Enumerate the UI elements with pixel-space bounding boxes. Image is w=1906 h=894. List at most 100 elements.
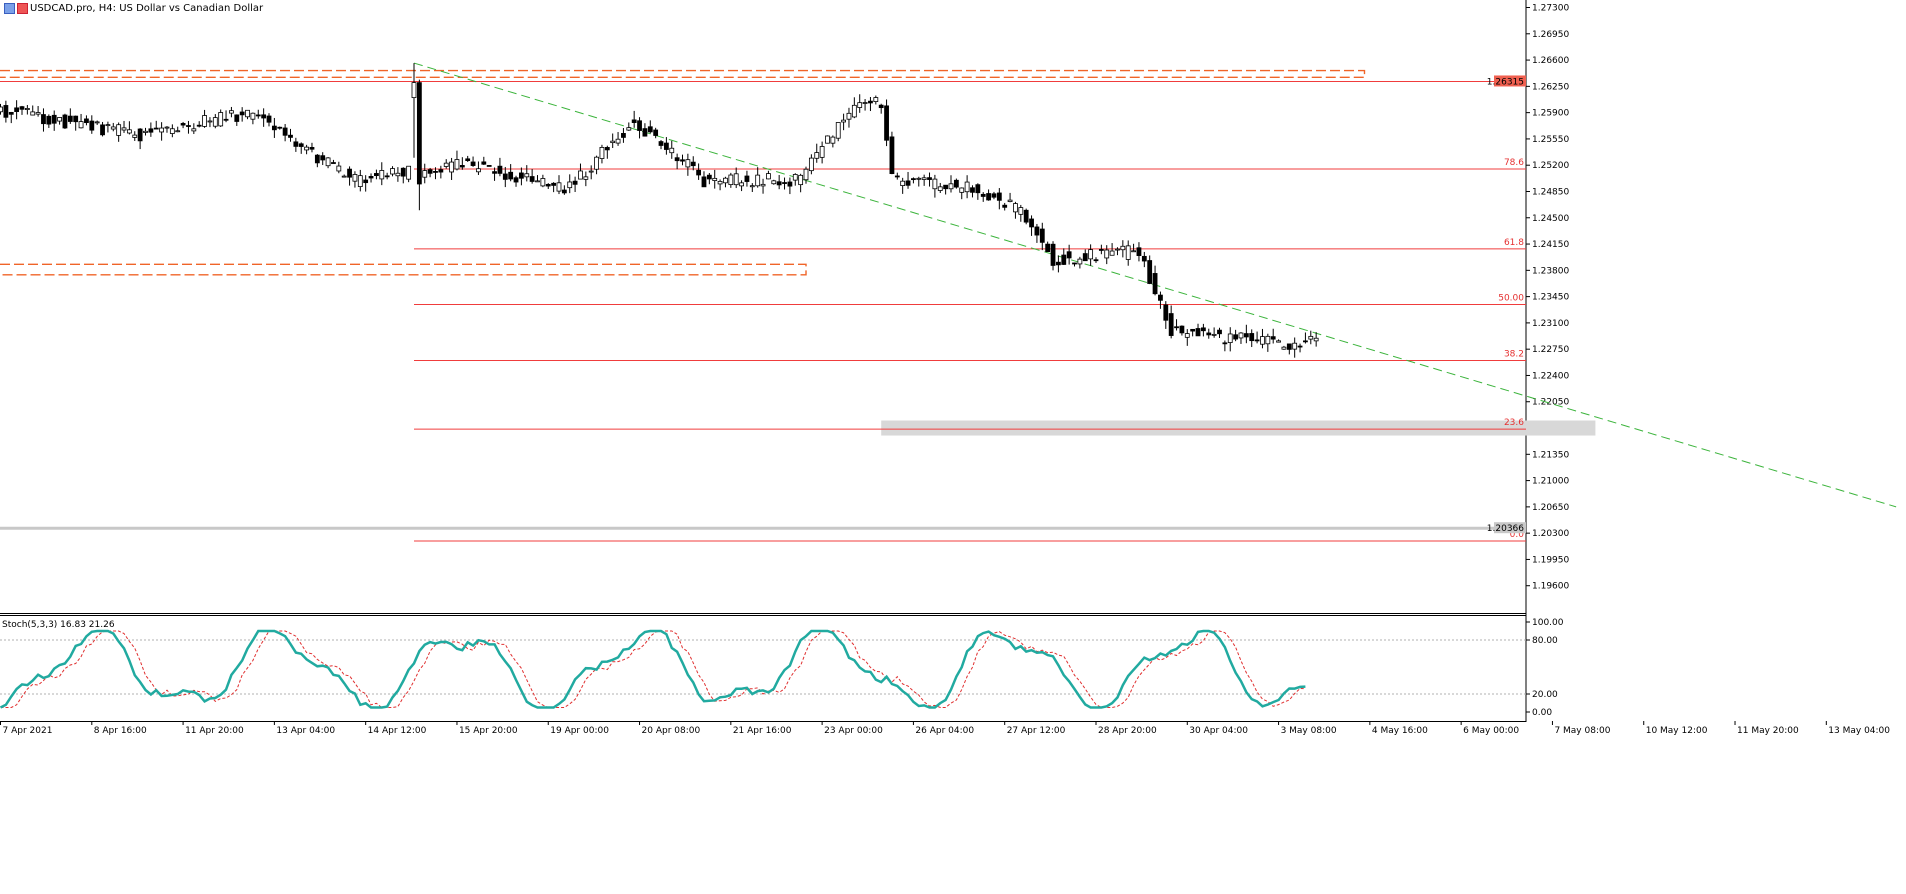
candle-body xyxy=(454,159,460,170)
supply-zone-1 xyxy=(0,69,1366,79)
candle-body xyxy=(803,168,809,181)
candle-body xyxy=(1281,346,1287,350)
time-tick-label: 11 Apr 20:00 xyxy=(185,726,244,736)
candle-body xyxy=(970,187,975,193)
candle-body xyxy=(1254,339,1260,342)
candle-body xyxy=(1115,248,1120,251)
candle-body xyxy=(626,127,632,131)
time-tick-label: 23 Apr 00:00 xyxy=(824,726,883,736)
candle-body xyxy=(347,168,352,178)
price-tick-label: 1.20300 xyxy=(1532,529,1569,539)
fib-level-label: 0.0 xyxy=(1510,530,1525,540)
candle-body xyxy=(986,193,991,201)
time-tick-label: 26 Apr 04:00 xyxy=(915,726,974,736)
candle-body xyxy=(19,106,25,110)
candle-body xyxy=(309,147,315,150)
candle-body xyxy=(959,187,965,193)
candle-body xyxy=(1174,326,1179,329)
candle-body xyxy=(991,193,997,198)
indicator-icon[interactable] xyxy=(17,2,28,14)
candle-body xyxy=(1217,329,1222,335)
candle-body xyxy=(1136,247,1142,256)
candle-body xyxy=(782,182,787,184)
candle-body xyxy=(105,124,111,127)
candle-body xyxy=(508,171,514,180)
candle-body xyxy=(363,179,369,184)
candle-body xyxy=(132,134,138,138)
chart-window-icon[interactable] xyxy=(4,2,15,14)
price-tick-label: 1.19600 xyxy=(1532,582,1569,592)
price-tick-label: 1.23450 xyxy=(1532,293,1569,303)
candle-body xyxy=(1104,249,1110,259)
candle-body xyxy=(282,127,288,136)
candle-body xyxy=(336,165,342,172)
candle-body xyxy=(443,162,449,167)
candle-body xyxy=(1179,325,1185,334)
candle-body xyxy=(733,173,739,186)
resistance-box xyxy=(881,420,1596,436)
candle-body xyxy=(1023,209,1029,223)
price-label-bg xyxy=(1494,522,1526,534)
candle-body xyxy=(1260,336,1265,345)
candle-body xyxy=(744,175,750,182)
candle-body xyxy=(749,185,755,188)
candle-body xyxy=(1211,333,1217,336)
stoch-tick-label: 20.00 xyxy=(1532,690,1558,700)
candle-body xyxy=(1313,337,1319,342)
price-tick-label: 1.26250 xyxy=(1532,82,1569,92)
candle-body xyxy=(808,157,814,172)
time-tick-label: 13 May 04:00 xyxy=(1828,726,1890,736)
candle-body xyxy=(374,173,379,177)
candle-body xyxy=(701,176,707,188)
candle-body xyxy=(1152,273,1158,295)
candle-body xyxy=(916,177,922,180)
candle-body xyxy=(911,178,916,181)
candle-body xyxy=(100,124,105,136)
candle-body xyxy=(73,115,79,123)
candle-body xyxy=(492,171,497,174)
candle-body xyxy=(615,138,621,144)
time-tick-label: 27 Apr 12:00 xyxy=(1007,726,1066,736)
price-label-current: 1.20366 xyxy=(1487,524,1524,534)
candle-body xyxy=(164,126,170,129)
candle-body xyxy=(422,170,428,178)
candle-body xyxy=(271,125,277,131)
stoch-tick-label: 80.00 xyxy=(1532,636,1558,646)
candle-body xyxy=(905,180,911,186)
candle-body xyxy=(819,146,825,158)
stoch-indicator-label: Stoch(5,3,3) 16.83 21.26 xyxy=(2,620,115,630)
candle-body xyxy=(24,108,30,110)
candle-body xyxy=(255,114,261,117)
candle-body xyxy=(1098,249,1104,251)
symbol-label: USDCAD.pro, H4: xyxy=(30,2,117,14)
candle-body xyxy=(1163,304,1169,321)
candle-body xyxy=(647,126,653,133)
candle-body xyxy=(830,136,836,144)
candle-body xyxy=(470,161,476,166)
time-tick-label: 15 Apr 20:00 xyxy=(459,726,518,736)
candle-body xyxy=(1297,345,1303,348)
candle-body xyxy=(717,180,723,185)
fib-level-label: 78.6 xyxy=(1504,158,1524,168)
candle-body xyxy=(798,174,804,186)
stoch-signal-line xyxy=(0,630,1306,708)
candle-body xyxy=(497,165,503,174)
candle-body xyxy=(529,176,535,182)
candle-body xyxy=(1077,258,1083,265)
time-tick-label: 21 Apr 16:00 xyxy=(733,726,792,736)
candle-body xyxy=(400,167,406,177)
candle-body xyxy=(186,125,191,127)
candle-body xyxy=(1120,245,1126,251)
candle-body xyxy=(540,178,546,187)
time-tick-label: 6 May 00:00 xyxy=(1463,726,1519,736)
candle-body xyxy=(519,172,524,179)
price-tick-label: 1.23100 xyxy=(1532,319,1569,329)
price-tick-label: 1.22050 xyxy=(1532,398,1569,408)
stoch-tick-label: 100.00 xyxy=(1532,618,1564,628)
candle-body xyxy=(449,161,454,173)
candle-body xyxy=(89,120,95,131)
price-tick-label: 1.25550 xyxy=(1532,135,1569,145)
candle-body xyxy=(1249,333,1255,342)
candle-body xyxy=(1184,333,1190,338)
